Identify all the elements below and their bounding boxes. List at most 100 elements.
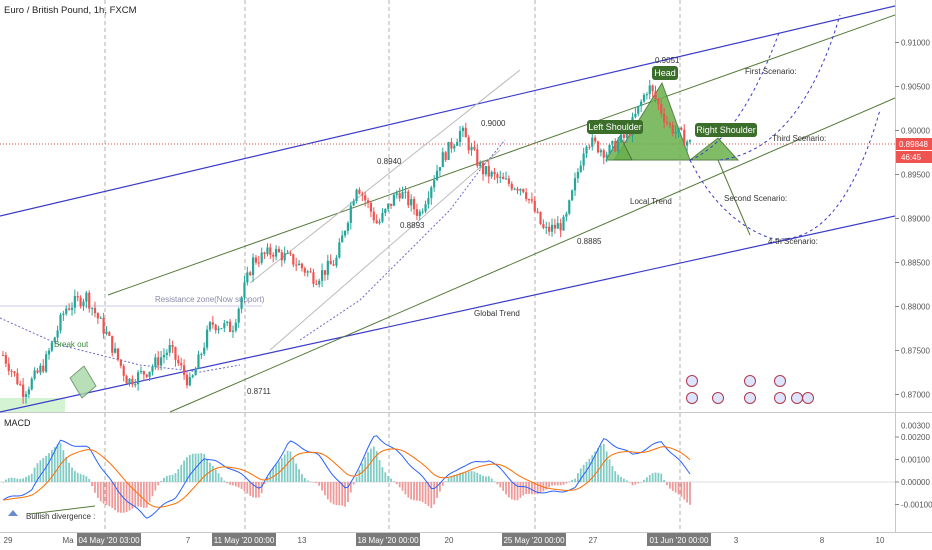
macd-hist-bar [447,477,450,482]
event-flag-icon [774,392,786,404]
candle-body [407,191,410,206]
price-tick-label: 0.91000 [901,39,930,48]
macd-hist-bar [536,482,539,495]
macd-hist-bar [203,454,206,482]
event-flag-icon [774,375,786,387]
inner-channel-line [269,149,501,351]
candle-body [686,141,689,146]
macd-hist-bar [464,472,467,482]
candle-body [249,272,252,276]
candle-body [114,348,117,353]
macd-hist-bar [450,476,453,482]
candle-body [352,201,355,206]
macd-title: MACD [4,418,31,428]
second-scenario-line [717,159,751,236]
candle-body [467,137,470,151]
macd-hist-bar [505,482,507,495]
candle-body [56,330,59,338]
candle-body [346,222,350,231]
event-flag-icon [712,392,724,404]
candle-body [668,123,671,125]
candle-body [194,368,197,376]
macd-hist-bar [217,473,220,482]
candle-body [536,211,539,213]
time-tag-box [647,533,711,546]
candle-body [519,189,522,191]
macd-hist-bar [85,476,88,482]
candle-body [660,104,663,114]
candle-body [447,141,450,160]
candle-body [683,129,686,146]
macd-hist-bar [611,466,614,482]
macd-hist-bar [99,482,102,502]
time-tick-label: 27 [589,536,598,545]
candle-body [10,371,13,373]
candle-body [24,394,28,397]
candle-body [263,252,266,255]
macd-hist-bar [232,482,234,486]
candle-body [108,332,111,336]
macd-hist-bar [496,482,499,485]
divergence-label: Bullish divergence : [26,512,95,521]
countdown-tag [896,151,932,163]
candle-body [634,113,637,118]
macd-hist-bar [140,482,142,507]
macd-hist-bar [286,450,289,482]
macd-hist-bar [355,477,358,482]
macd-hist-bar [614,471,617,482]
price-tick-label: 0.90500 [901,83,930,92]
time-tag-box [356,533,420,546]
price-tick-label: 0.87500 [901,347,930,356]
candle-body [223,323,226,329]
candle-body [88,292,91,309]
time-tick-label: Ma [62,536,74,545]
macd-hist-bar [643,479,645,482]
candle-body [496,174,499,178]
macd-hist-bar [7,478,10,482]
candle-body [39,365,42,373]
candle-body [177,359,180,364]
head-label-pill [652,66,678,80]
candle-body [378,221,381,224]
candle-body [137,372,140,385]
candle-body [424,204,427,212]
candle-body [530,199,534,201]
candle-body [231,330,235,332]
price-label-8885: 0.8885 [577,237,602,246]
macd-hist-bar [33,467,36,482]
macd-hist-bar [571,479,574,482]
macd-hist-bar [25,477,27,482]
macd-hist-bar [622,478,625,482]
candle-body [50,342,53,351]
candle-body [332,264,335,266]
candle-body [384,208,387,213]
macd-hist-bar [490,478,493,482]
macd-hist-bar [234,482,237,487]
candle-body [4,355,7,364]
macd-hist-bar [240,482,243,489]
candle-body [444,152,447,160]
candle-body [355,189,358,202]
macd-hist-bar [648,474,651,482]
candle-body [197,354,200,369]
candle-body [228,321,232,332]
candle-body [418,211,421,216]
macd-hist-bar [410,482,413,500]
macd-hist-bar [358,470,361,482]
candle-body [349,205,352,223]
candle-body [277,248,281,253]
price-tick-label: 0.88500 [901,259,930,268]
candle-body [323,270,327,275]
candle-body [435,170,439,181]
macd-hist-bar [510,482,513,500]
macd-hist-bar [634,482,637,485]
macd-hist-bar [298,469,300,482]
macd-hist-bar [27,475,30,482]
candle-body [335,257,338,266]
macd-hist-bar [441,482,444,486]
candle-body [588,146,591,148]
candle-body [579,165,582,172]
macd-hist-bar [53,446,56,482]
